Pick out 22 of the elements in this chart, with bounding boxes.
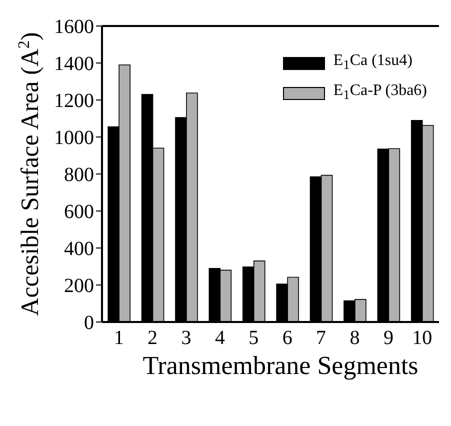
- y-tick-label: 1000: [54, 127, 94, 150]
- x-tick-label: 10: [412, 327, 432, 350]
- x-tick-label: 3: [181, 327, 192, 350]
- y-tick-label: 400: [64, 238, 94, 260]
- legend-label: E$_{1}$Ca-P (3ba6): [333, 81, 427, 104]
- y-tick-label: 1400: [54, 53, 94, 76]
- x-tick-label: 9: [383, 327, 394, 350]
- y-tick-label: 200: [64, 275, 94, 298]
- x-tick-label: 5: [248, 327, 259, 350]
- x-tick-label: 2: [148, 327, 158, 350]
- x-tick-label: 7: [316, 327, 326, 350]
- y-tick-label: 0: [84, 312, 94, 334]
- x-tick-label: 8: [350, 327, 360, 350]
- y-tick-label: 600: [64, 201, 94, 224]
- y-tick-label: 1600: [54, 16, 94, 38]
- legend-label: E$_{1}$Ca (1su4): [333, 51, 412, 74]
- x-axis-title: Transmembrane Segments: [142, 351, 418, 380]
- x-tick-label: 1: [114, 327, 124, 350]
- x-tick-label: 6: [282, 327, 292, 350]
- x-tick-label: 4: [214, 327, 225, 350]
- y-tick-label: 800: [64, 164, 94, 186]
- y-tick-label: 1200: [54, 90, 94, 112]
